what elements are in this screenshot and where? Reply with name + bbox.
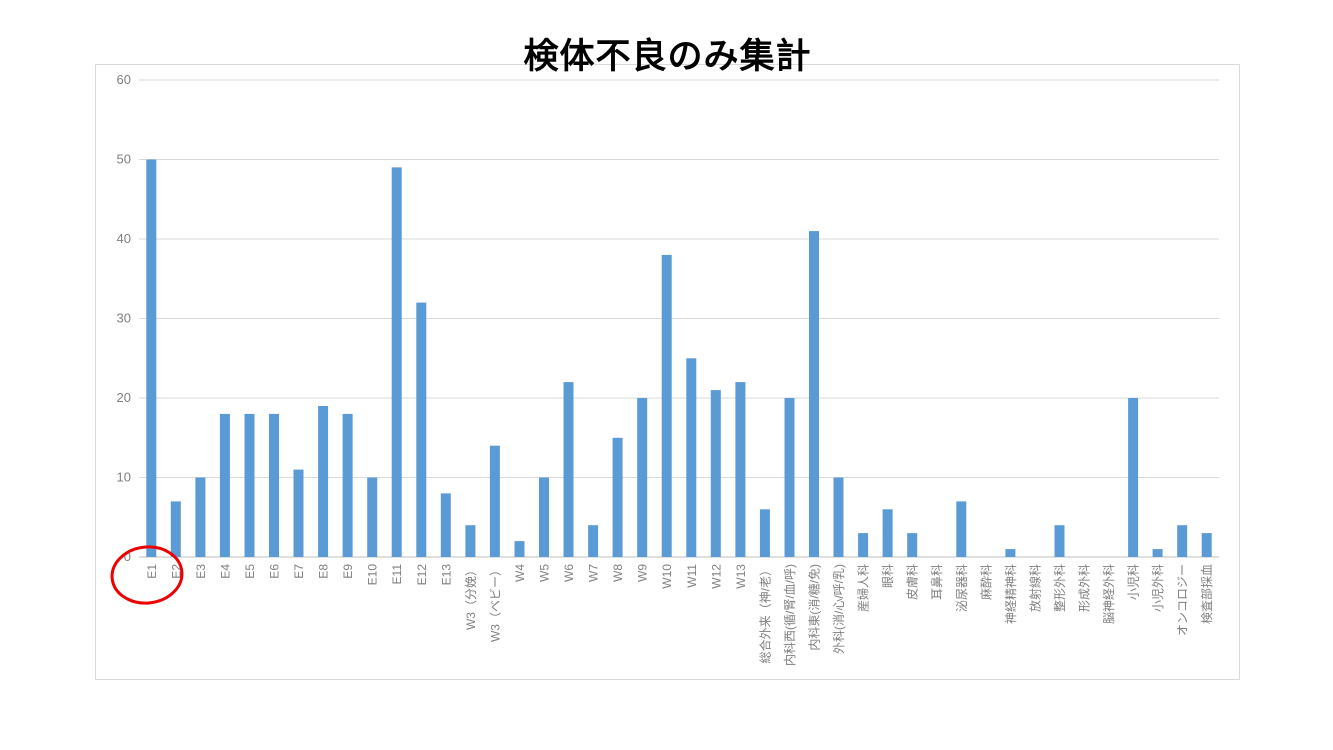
y-tick-label: 30 [117,311,131,326]
x-tick-label: 神経精神科 [1004,564,1018,624]
x-tick-label: 産婦人科 [856,564,871,612]
x-tick-label: W8 [611,564,625,582]
bar [195,477,206,557]
bar [269,413,279,557]
bar [588,525,599,557]
bar [293,469,304,557]
bar [1177,525,1188,557]
x-tick-label: 耳鼻科 [929,564,944,600]
bar [342,413,353,557]
bar [219,413,230,557]
bar [833,477,844,557]
x-tick-label: 内科東(消/糖/免) [807,564,822,651]
x-tick-label: 麻酔科 [978,564,993,600]
bar [759,509,770,557]
x-tick-label: E4 [218,564,232,579]
x-tick-label: W5 [538,564,552,582]
bar [1054,525,1065,557]
bar [1152,549,1163,557]
x-tick-label: 内科西(循/腎/血/呼) [783,564,797,666]
x-tick-label: E2 [169,564,183,579]
x-tick-label: 眼科 [881,564,895,588]
x-tick-label: E1 [145,564,159,579]
y-tick-label: 0 [124,549,131,564]
bar [1005,549,1016,557]
x-tick-label: 小児科 [1127,564,1141,600]
y-tick-label: 50 [117,152,131,167]
bar [661,254,672,557]
x-tick-label: 脳神経外科 [1102,564,1116,624]
x-tick-label: 小児外科 [1151,564,1165,612]
bar [686,358,697,558]
x-tick-label: W9 [636,564,650,582]
x-tick-label: 検査部採血 [1199,564,1214,624]
bar [882,509,893,557]
bar [907,533,918,557]
x-tick-label: E8 [317,564,331,579]
bar [416,302,427,557]
bar [146,159,157,557]
bar [637,398,648,557]
x-tick-label: E3 [194,564,208,579]
bar [784,398,795,557]
bar [244,413,255,557]
x-tick-label: 総合外来（神/老） [757,564,772,663]
bar [391,167,402,557]
bar [735,382,746,557]
bar [514,541,525,557]
x-tick-label: W6 [562,564,576,582]
x-tick-label: 外科(消/心/呼/乳) [832,564,846,654]
bar [489,445,500,557]
bar [563,382,574,557]
bar [465,525,476,557]
x-tick-label: W11 [685,564,699,588]
y-tick-label: 20 [117,390,131,405]
x-tick-label: E13 [439,564,453,586]
x-tick-label: E7 [292,564,306,579]
bar [809,231,819,557]
bar [367,477,378,557]
x-tick-label: W4 [513,564,527,582]
bar [318,406,329,557]
bar [1128,398,1139,557]
x-tick-label: E9 [341,564,355,579]
x-tick-label: W3（分娩） [464,564,478,630]
bar [440,493,451,557]
x-tick-label: W12 [709,564,723,589]
x-tick-label: 形成外科 [1078,564,1092,612]
x-tick-label: 泌尿器科 [955,564,969,612]
x-tick-label: E11 [390,564,404,585]
bar-chart: 0 10 20 30 40 50 60 E1 E2 E3 E4 E5 E6 E7 E8 E9 E10 E11 E12… [117,72,1219,666]
x-tick-label: W7 [587,564,601,582]
y-tick-label: 60 [117,72,131,87]
x-tick-label: オンコロジー [1176,564,1190,636]
chart-area: 0 10 20 30 40 50 60 E1 E2 E3 E4 E5 E6 E7 E8 E9 E10 E11 E12… [95,64,1240,680]
bar [1201,533,1212,557]
chart-title: 検体不良のみ集計 [523,37,812,76]
x-tick-label: E12 [415,564,429,586]
x-tick-label: E10 [366,564,380,586]
bar [612,437,623,558]
x-tick-label: W13 [734,564,748,589]
bar [539,477,549,557]
x-tick-label: 放射線科 [1027,564,1042,612]
bar [710,390,721,557]
bar [956,501,967,557]
bar [858,533,869,557]
x-tick-label: E6 [268,564,282,579]
y-tick-label: 10 [117,470,131,485]
x-tick-label: 皮膚科 [905,564,920,600]
x-tick-label: 整形外科 [1052,564,1067,612]
x-tick-label: W10 [660,564,674,589]
bar [170,501,181,557]
x-tick-label: W3（ベビー） [488,564,502,642]
y-tick-label: 40 [117,231,131,246]
x-tick-label: E5 [243,564,257,579]
